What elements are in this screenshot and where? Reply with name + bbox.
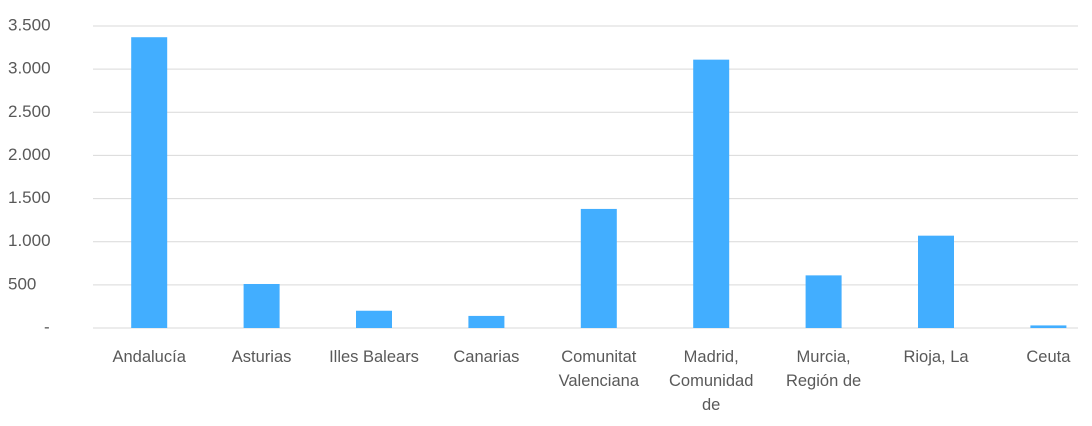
x-tick-label: Rioja, La bbox=[903, 348, 969, 366]
bar bbox=[131, 37, 168, 329]
y-tick-label: 3.500 bbox=[8, 15, 51, 34]
x-tick-label: Comunitat Valenciana bbox=[558, 348, 639, 390]
y-tick-label: 3.000 bbox=[8, 59, 51, 78]
x-tick-label: Illes Balears bbox=[329, 348, 419, 366]
bar bbox=[1030, 325, 1067, 328]
bar bbox=[918, 235, 954, 328]
bar bbox=[805, 275, 842, 328]
bar bbox=[580, 208, 617, 328]
y-tick-label: 500 bbox=[8, 274, 36, 293]
x-tick-label: Asturias bbox=[231, 348, 292, 366]
y-tick-label: 1.500 bbox=[8, 188, 51, 207]
bar bbox=[468, 315, 505, 328]
y-tick-label: - bbox=[44, 317, 50, 336]
bar bbox=[243, 283, 280, 328]
x-tick-label: Canarias bbox=[453, 348, 520, 366]
bar bbox=[693, 59, 730, 328]
x-tick-label: Andalucía bbox=[112, 348, 186, 366]
bar bbox=[356, 310, 392, 328]
y-tick-label: 2.000 bbox=[8, 145, 51, 164]
y-tick-label: 1.000 bbox=[8, 231, 51, 250]
x-tick-label: Madrid, Comunidad de bbox=[668, 348, 754, 414]
y-tick-label: 2.500 bbox=[8, 102, 51, 121]
x-tick-label: Ceuta bbox=[1026, 348, 1071, 366]
x-tick-label: Murcia, Región de bbox=[785, 348, 862, 390]
